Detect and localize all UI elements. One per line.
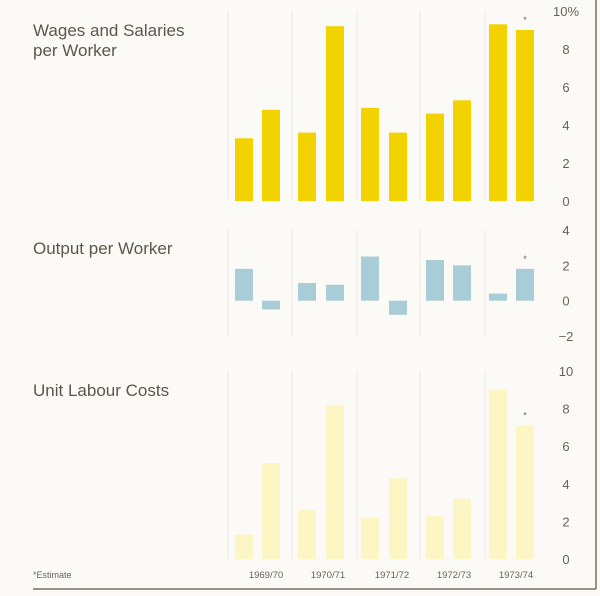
footnote: *Estimate bbox=[33, 570, 72, 580]
bar-panel-1-10 bbox=[516, 30, 534, 201]
x-tick-label: 1971/72 bbox=[375, 570, 409, 581]
bar-panel-1-3 bbox=[298, 132, 316, 201]
y-tick-label: 10 bbox=[559, 364, 573, 379]
y-tick-label: 4 bbox=[562, 223, 569, 238]
bar-panel-1-8 bbox=[453, 100, 471, 201]
y-tick-label: 0 bbox=[562, 194, 569, 209]
bar-panel-2-7 bbox=[426, 260, 444, 301]
bar-panel-2-10 bbox=[516, 268, 534, 301]
bar-panel-2-1 bbox=[235, 268, 253, 301]
x-axis-labels: 1969/70 1970/71 1971/72 1972/73 1973/74 bbox=[249, 570, 533, 581]
x-tick-label: 1969/70 bbox=[249, 570, 283, 581]
bar-panel-3-7 bbox=[426, 515, 444, 559]
x-tick-label: 1973/74 bbox=[499, 570, 533, 581]
y-tick-label: 6 bbox=[562, 439, 569, 454]
estimate-marker: * bbox=[523, 411, 527, 421]
bar-panel-1-6 bbox=[389, 132, 407, 201]
bar-panel-3-2 bbox=[262, 463, 280, 559]
bar-panel-3-6 bbox=[389, 478, 407, 559]
bar-panel-2-8 bbox=[453, 265, 471, 301]
panel-3-title: Unit Labour Costs bbox=[33, 381, 169, 400]
x-tick-label: 1972/73 bbox=[437, 570, 471, 581]
bar-panel-1-7 bbox=[426, 113, 444, 201]
x-tick-label: 1970/71 bbox=[311, 570, 345, 581]
y-tick-label: 4 bbox=[562, 477, 569, 492]
panel-1-title-line-1: Wages and Salaries bbox=[33, 21, 185, 40]
bar-panel-3-4 bbox=[326, 404, 344, 559]
bar-panel-3-1 bbox=[235, 534, 253, 559]
y-tick-label: 4 bbox=[562, 118, 569, 133]
estimate-marker: * bbox=[523, 254, 527, 264]
panel-1-title-line-2: per Worker bbox=[33, 41, 117, 60]
bar-panel-1-1 bbox=[235, 138, 253, 201]
y-tick-label: 2 bbox=[562, 514, 569, 529]
y-tick-label: 6 bbox=[562, 80, 569, 95]
bar-panel-2-3 bbox=[298, 283, 316, 301]
bars bbox=[235, 24, 534, 559]
y-tick-label: 2 bbox=[562, 258, 569, 273]
bar-panel-3-3 bbox=[298, 510, 316, 559]
bar-panel-2-4 bbox=[326, 284, 344, 301]
bar-panel-2-5 bbox=[361, 256, 379, 301]
y-axis-ticks: 0 2 4 6 8 10% −2 0 2 4 0 2 4 6 8 10 bbox=[553, 4, 579, 567]
y-tick-label: 0 bbox=[562, 294, 569, 309]
bar-panel-3-8 bbox=[453, 498, 471, 559]
bar-panel-1-4 bbox=[326, 26, 344, 202]
y-tick-label: 2 bbox=[562, 156, 569, 171]
y-tick-label: 8 bbox=[562, 42, 569, 57]
bar-panel-1-2 bbox=[262, 109, 280, 201]
bar-panel-3-9 bbox=[489, 389, 507, 559]
y-tick-label: 0 bbox=[562, 552, 569, 567]
bar-panel-1-9 bbox=[489, 24, 507, 201]
bar-panel-2-2 bbox=[262, 300, 280, 310]
y-tick-label: −2 bbox=[559, 329, 574, 344]
bar-panel-3-10 bbox=[516, 425, 534, 559]
estimate-markers: * * * bbox=[523, 15, 527, 421]
bar-panel-2-6 bbox=[389, 300, 407, 315]
bar-panel-2-9 bbox=[489, 293, 507, 301]
y-tick-label: 8 bbox=[562, 402, 569, 417]
estimate-marker: * bbox=[523, 15, 527, 25]
y-tick-label: 10% bbox=[553, 4, 579, 19]
gridlines bbox=[227, 11, 486, 559]
bar-panel-3-5 bbox=[361, 517, 379, 559]
panel-2-title: Output per Worker bbox=[33, 239, 173, 258]
bar-panel-1-5 bbox=[361, 107, 379, 201]
